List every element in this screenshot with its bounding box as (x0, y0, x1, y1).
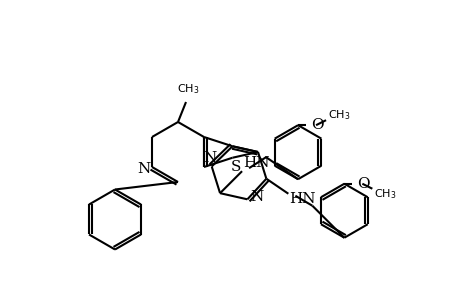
Text: HN: HN (242, 156, 269, 170)
Text: HN: HN (288, 192, 315, 206)
Text: N: N (137, 162, 150, 176)
Text: N: N (249, 190, 263, 204)
Text: O: O (310, 118, 323, 132)
Text: CH$_3$: CH$_3$ (374, 187, 396, 201)
Text: CH$_3$: CH$_3$ (176, 82, 199, 96)
Text: O: O (357, 177, 369, 191)
Text: S: S (230, 160, 240, 174)
Text: CH$_3$: CH$_3$ (327, 108, 350, 122)
Text: N: N (203, 152, 216, 166)
